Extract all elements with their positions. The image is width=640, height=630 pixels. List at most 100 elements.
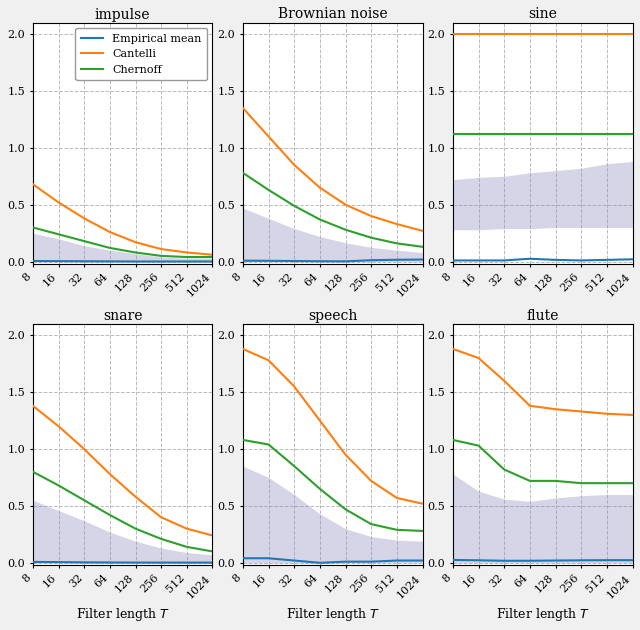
Empirical mean [552,256,559,264]
Cantelli [183,249,191,256]
Chernoff [265,186,273,193]
Cantelli [183,525,191,532]
Empirical mean [449,556,457,564]
Cantelli [628,30,636,38]
Empirical mean [603,556,611,564]
Chernoff [132,249,140,256]
Empirical mean [132,559,140,566]
X-axis label: Filter length $T$: Filter length $T$ [76,605,170,622]
Empirical mean [552,557,559,564]
Cantelli [54,198,62,206]
Empirical mean [157,258,165,265]
Cantelli [291,161,298,169]
Empirical mean [342,558,349,566]
Cantelli [316,184,324,192]
Empirical mean [183,559,191,566]
Empirical mean [265,554,273,562]
Title: sine: sine [528,8,557,21]
Chernoff [475,442,483,449]
Chernoff [526,477,534,484]
Chernoff [419,243,426,251]
Empirical mean [449,256,457,264]
Empirical mean [291,257,298,265]
Cantelli [29,402,36,410]
Empirical mean [393,557,401,564]
Cantelli [393,220,401,228]
Cantelli [449,345,457,353]
Empirical mean [81,559,88,566]
Cantelli [54,423,62,430]
Title: snare: snare [103,309,143,323]
Chernoff [265,441,273,449]
Chernoff [342,226,349,234]
Chernoff [316,215,324,223]
Line: Chernoff: Chernoff [33,472,212,551]
Cantelli [393,494,401,501]
Chernoff [500,130,508,138]
Chernoff [106,511,114,518]
Chernoff [316,485,324,493]
Chernoff [157,535,165,542]
Cantelli [209,532,216,539]
Line: Chernoff: Chernoff [243,173,422,247]
Line: Empirical mean: Empirical mean [453,259,632,260]
Line: Chernoff: Chernoff [453,440,632,483]
Line: Empirical mean: Empirical mean [33,562,212,563]
Chernoff [29,224,36,231]
Chernoff [393,526,401,534]
Chernoff [132,525,140,532]
Chernoff [209,253,216,261]
Line: Cantelli: Cantelli [453,349,632,415]
Empirical mean [628,256,636,263]
Cantelli [475,354,483,362]
Line: Empirical mean: Empirical mean [243,558,422,563]
Empirical mean [603,256,611,264]
Line: Cantelli: Cantelli [33,406,212,536]
Cantelli [132,239,140,246]
Chernoff [157,252,165,260]
Chernoff [419,527,426,535]
Line: Empirical mean: Empirical mean [243,260,422,261]
Empirical mean [577,256,585,264]
Cantelli [500,30,508,38]
Chernoff [577,479,585,487]
Empirical mean [209,559,216,566]
Empirical mean [29,257,36,265]
Chernoff [577,130,585,138]
Cantelli [500,377,508,384]
Empirical mean [500,557,508,564]
Title: impulse: impulse [95,8,150,21]
Empirical mean [316,258,324,265]
Chernoff [526,130,534,138]
Chernoff [500,466,508,473]
Empirical mean [239,257,247,265]
Line: Cantelli: Cantelli [243,108,422,231]
Chernoff [54,482,62,490]
Empirical mean [54,558,62,566]
Cantelli [342,451,349,459]
Cantelli [526,402,534,410]
Cantelli [265,133,273,140]
Chernoff [342,505,349,513]
Cantelli [239,104,247,112]
Chernoff [29,468,36,476]
Empirical mean [106,258,114,265]
Empirical mean [628,556,636,564]
Cantelli [81,445,88,453]
Cantelli [603,410,611,418]
Chernoff [475,130,483,138]
Empirical mean [291,557,298,564]
Chernoff [54,231,62,238]
Chernoff [449,436,457,444]
Cantelli [316,417,324,425]
Empirical mean [367,558,375,566]
Empirical mean [526,557,534,564]
Cantelli [342,201,349,209]
Empirical mean [500,256,508,264]
Chernoff [183,543,191,551]
Empirical mean [316,559,324,566]
Chernoff [209,547,216,555]
Chernoff [603,130,611,138]
Chernoff [393,239,401,247]
Empirical mean [419,557,426,564]
